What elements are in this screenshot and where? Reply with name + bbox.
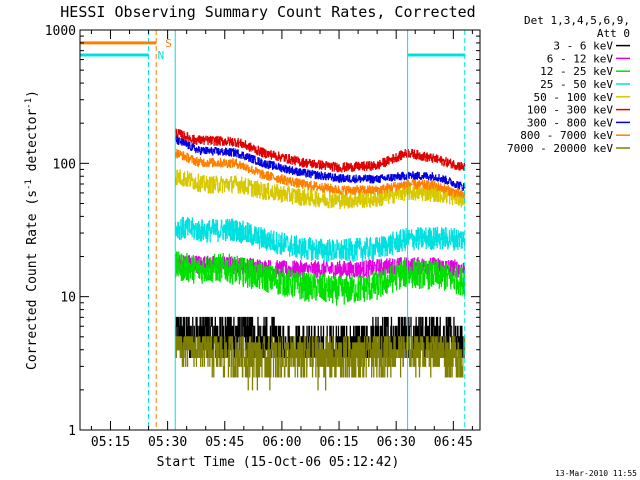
x-tick-label: 05:30 <box>148 435 187 450</box>
y-tick-label: 1 <box>68 424 76 439</box>
y-axis-label-main: Corrected Count Rate (s <box>25 190 40 370</box>
y-tick-label: 100 <box>53 157 76 172</box>
series-line-4 <box>175 216 466 263</box>
y-axis-label-sup2: -1 <box>24 98 34 109</box>
x-tick-label: 06:00 <box>262 435 301 450</box>
legend-header: Att 0 <box>597 27 630 40</box>
y-axis-label-mid: detector <box>25 109 40 180</box>
series-layer <box>175 128 466 391</box>
y-tick-label: 1000 <box>45 24 76 39</box>
x-tick-label: 05:45 <box>205 435 244 450</box>
x-tick-label: 06:45 <box>434 435 473 450</box>
legend-entry-label: 800 - 7000 keV <box>520 129 613 142</box>
x-tick-label: 06:15 <box>319 435 358 450</box>
x-tick-label: 05:15 <box>91 435 130 450</box>
legend-entry-label: 7000 - 20000 keV <box>507 142 613 155</box>
series-line-8 <box>175 149 466 199</box>
state-label-2: N <box>158 49 165 62</box>
x-tick-label: 06:30 <box>377 435 416 450</box>
legend-entry-label: 100 - 300 keV <box>527 104 613 117</box>
series-line-9 <box>175 336 466 391</box>
legend-entry-label: 6 - 12 keV <box>547 52 614 65</box>
legend-header: Det 1,3,4,5,6,9, <box>524 14 630 27</box>
legend-entry-label: 25 - 50 keV <box>540 78 613 91</box>
legend-entry-label: 3 - 6 keV <box>553 40 613 53</box>
legend-entry-label: 300 - 800 keV <box>527 116 613 129</box>
chart-title: HESSI Observing Summary Count Rates, Cor… <box>60 3 475 21</box>
footer-timestamp: 13-Mar-2010 11:55 <box>555 469 637 478</box>
legend-entry-label: 12 - 25 keV <box>540 65 613 78</box>
x-axis-label: Start Time (15-Oct-06 05:12:42) <box>157 455 400 470</box>
plot-frame <box>79 29 481 431</box>
series-line-7 <box>175 136 466 191</box>
y-tick-label: 10 <box>60 291 76 306</box>
y-axis-label-end: ) <box>25 90 40 98</box>
legend-entry-label: 50 - 100 keV <box>534 91 614 104</box>
series-line-6 <box>175 128 466 173</box>
state-label-1: S <box>165 37 172 50</box>
axis-layer: 05:15 05:30 05:45 06:00 06:15 06:30 06:45 1 10 10… <box>45 24 480 450</box>
y-axis-label: Corrected Count Rate (s-1 detector-1) <box>24 90 40 370</box>
y-axis-label-sup1: -1 <box>24 179 34 190</box>
series-line-3 <box>175 251 466 306</box>
